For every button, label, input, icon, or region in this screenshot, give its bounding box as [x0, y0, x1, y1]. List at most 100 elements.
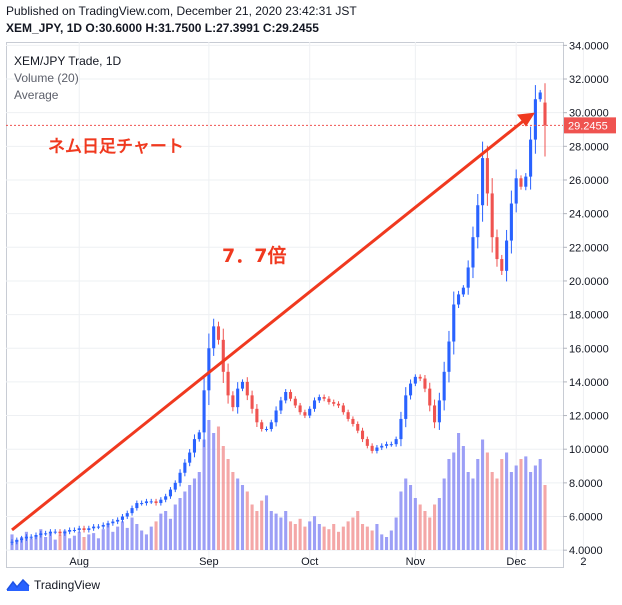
volume-bar	[34, 535, 38, 550]
y-tick-label: 18.0000	[569, 310, 609, 322]
volume-bar	[173, 504, 177, 550]
volume-bar	[399, 491, 403, 550]
candle-body	[346, 412, 350, 419]
candle-body	[332, 402, 336, 404]
candle-body	[15, 540, 19, 542]
trend-arrow-head	[517, 112, 535, 127]
y-tick-label: 28.0000	[569, 141, 609, 153]
volume-bar	[437, 498, 441, 550]
candle-body	[20, 538, 24, 541]
candle-body	[509, 203, 513, 241]
candle-body	[418, 376, 422, 379]
candle-body	[452, 304, 456, 342]
candle-body	[212, 326, 216, 349]
volume-bar	[303, 526, 307, 550]
volume-bar	[82, 537, 86, 550]
x-tick-label: Oct	[301, 556, 318, 568]
y-tick-label: 20.0000	[569, 276, 609, 288]
candle-body	[87, 528, 91, 530]
volume-bar	[164, 511, 168, 550]
volume-bar	[471, 478, 475, 550]
candle-body	[394, 439, 398, 445]
y-tick-label: 22.0000	[569, 242, 609, 254]
volume-bar	[236, 478, 240, 550]
candle-body	[303, 412, 307, 416]
candle-body	[135, 503, 139, 509]
volume-bar	[293, 524, 297, 550]
volume-bar	[106, 524, 110, 550]
volume-bar	[543, 485, 547, 550]
candle-body	[269, 422, 273, 430]
candle-body	[466, 267, 470, 288]
candle-body	[101, 524, 105, 527]
candle-body	[140, 503, 144, 505]
chart-plot-area[interactable]	[6, 42, 564, 568]
last-price-tag	[564, 117, 616, 134]
volume-bar	[116, 526, 120, 550]
y-tick-label: 32.0000	[569, 74, 609, 86]
candle-body	[164, 496, 168, 500]
candle-body	[72, 529, 76, 531]
volume-bar	[317, 524, 321, 550]
volume-bar	[533, 465, 537, 550]
candle-body	[505, 240, 509, 271]
candle-body	[236, 388, 240, 408]
footer: TradingView	[6, 578, 100, 592]
volume-bar	[212, 433, 216, 550]
volume-bar	[356, 511, 360, 550]
y-tick-label: 16.0000	[569, 343, 609, 355]
volume-bar	[197, 472, 201, 550]
volume-bar	[274, 513, 278, 550]
candle-body	[116, 519, 120, 522]
volume-bar	[404, 478, 408, 550]
candle-body	[404, 395, 408, 419]
candle-body	[68, 529, 72, 532]
candle-body	[207, 348, 211, 391]
legend-average: Average	[14, 88, 59, 102]
candle-body	[264, 429, 269, 431]
volume-bar	[308, 521, 312, 550]
candle-body	[351, 418, 355, 424]
volume-bar	[53, 539, 57, 550]
candle-body	[29, 536, 33, 538]
volume-bar	[144, 534, 148, 550]
candle-body	[149, 501, 153, 503]
y-tick-label: 34.0000	[569, 40, 609, 52]
last-price-label: 29.2455	[568, 120, 608, 132]
candle-body	[409, 383, 413, 396]
volume-bar	[154, 521, 158, 550]
candle-body	[490, 193, 494, 238]
x-tick-label: Dec	[506, 556, 526, 568]
candle-body	[423, 378, 427, 389]
volume-bar	[476, 459, 480, 550]
candle-body	[53, 531, 57, 533]
volume-bar	[370, 530, 374, 550]
volume-bar	[44, 537, 48, 550]
volume-bar	[63, 530, 67, 550]
volume-bar	[500, 459, 504, 550]
volume-bar	[130, 517, 134, 550]
y-tick-label: 12.0000	[569, 411, 609, 423]
x-tick-label: Nov	[406, 556, 426, 568]
candle-body	[413, 376, 417, 384]
candle-body	[240, 381, 245, 389]
y-tick-label: 14.0000	[569, 377, 609, 389]
volume-bar	[433, 504, 437, 550]
volume-bar	[485, 452, 489, 550]
candle-body	[433, 405, 437, 423]
chart-legend: XEM/JPY Trade, 1D Volume (20) Average	[14, 53, 121, 104]
candle-body	[250, 395, 254, 409]
volume-bar	[327, 529, 331, 550]
candle-body	[34, 535, 38, 537]
candle-body	[476, 205, 480, 238]
candle-body	[24, 536, 28, 539]
candle-body	[514, 178, 518, 204]
candle-body	[221, 339, 225, 372]
candle-body	[96, 526, 100, 528]
candle-body	[375, 447, 379, 451]
volume-bar	[380, 534, 384, 550]
y-tick-label: 4.0000	[569, 545, 603, 557]
volume-bar	[336, 531, 341, 550]
candle-body	[197, 432, 201, 440]
volume-bar	[226, 459, 230, 550]
